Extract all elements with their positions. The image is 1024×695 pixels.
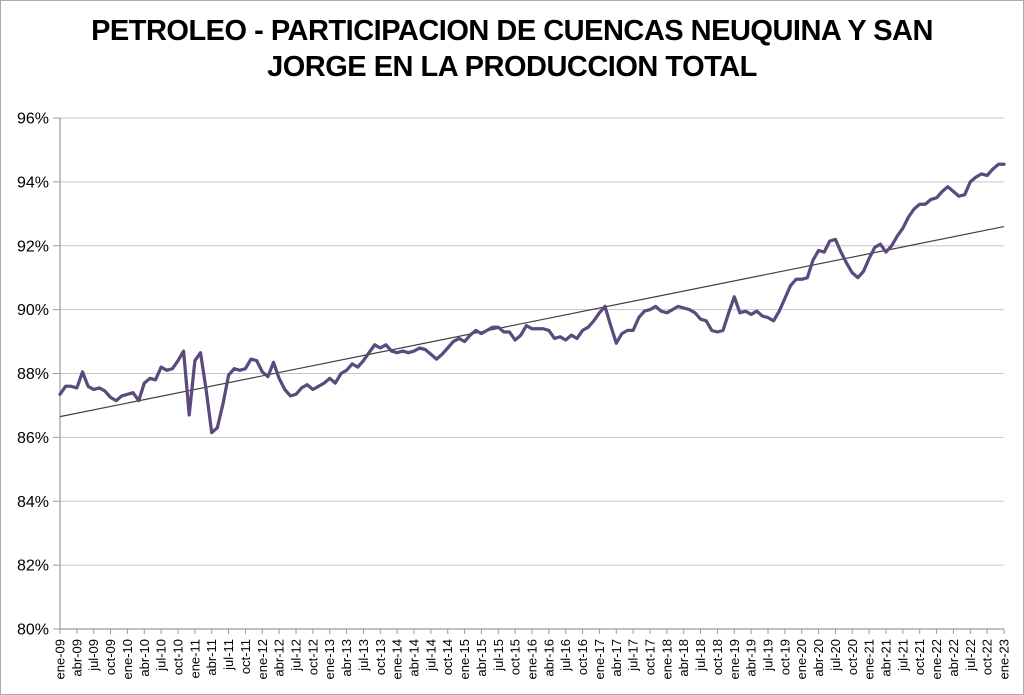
x-axis-tick-label: ene-18	[659, 639, 674, 679]
x-axis-tick-label: jul-22	[963, 639, 978, 672]
x-axis-tick-label: oct-09	[103, 639, 118, 675]
y-axis-tick-label: 84%	[17, 494, 49, 511]
x-axis-tick-label: abr-17	[609, 639, 624, 677]
x-axis-tick-label: abr-18	[676, 639, 691, 677]
x-axis-tick-label: ene-13	[322, 639, 337, 679]
x-axis-tick-label: oct-14	[440, 639, 455, 675]
x-axis-tick-label: oct-17	[643, 639, 658, 675]
x-axis-tick-label: oct-10	[171, 639, 186, 675]
chart-title-line1: PETROLEO - PARTICIPACION DE CUENCAS NEUQ…	[91, 15, 933, 47]
x-axis-tick-label: abr-13	[339, 639, 354, 677]
y-axis-tick-label: 92%	[17, 238, 49, 255]
x-axis-tick-label: abr-14	[407, 639, 422, 677]
chart-title-line2: JORGE EN LA PRODUCCION TOTAL	[267, 51, 757, 83]
x-axis-tick-label: jul-18	[693, 639, 708, 672]
x-axis-tick-label: jul-12	[289, 639, 304, 672]
x-axis-tick-label: oct-22	[980, 639, 995, 675]
x-axis-tick-label: abr-19	[744, 639, 759, 677]
x-axis-tick-label: abr-12	[272, 639, 287, 677]
x-axis-tick-label: abr-21	[879, 639, 894, 677]
x-axis-tick-label: abr-22	[946, 639, 961, 677]
y-axis-tick-label: 82%	[17, 558, 49, 575]
x-axis-tick-label: abr-11	[204, 639, 219, 676]
x-axis-tick-label: jul-14	[423, 639, 438, 672]
y-axis-tick-label: 96%	[17, 111, 49, 128]
x-axis-tick-label: ene-20	[794, 639, 809, 679]
x-axis-tick-label: ene-21	[862, 639, 877, 679]
x-axis-tick-label: oct-11	[238, 639, 253, 674]
y-axis-tick-label: 86%	[17, 430, 49, 447]
x-axis-tick-label: ene-22	[929, 639, 944, 679]
x-axis-tick-label: ene-11	[187, 639, 202, 679]
x-axis-tick-label: jul-10	[154, 639, 169, 672]
x-axis-tick-label: oct-19	[777, 639, 792, 675]
x-axis-tick-label: ene-14	[390, 639, 405, 679]
x-axis-tick-label: abr-20	[811, 639, 826, 677]
x-axis-tick-label: ene-19	[727, 639, 742, 679]
x-axis-tick-label: ene-12	[255, 639, 270, 679]
y-axis-tick-label: 88%	[17, 366, 49, 383]
chart-title: PETROLEO - PARTICIPACION DE CUENCAS NEUQ…	[1, 13, 1023, 85]
trend-line	[59, 225, 1005, 418]
x-axis-tick-label: jul-20	[828, 639, 843, 672]
x-axis-tick-label: abr-10	[137, 639, 152, 677]
x-axis-tick-label: abr-15	[474, 639, 489, 677]
y-axis-tick-label: 90%	[17, 302, 49, 319]
x-axis-tick-label: oct-12	[305, 639, 320, 675]
x-axis-tick-label: oct-16	[575, 639, 590, 675]
x-axis-tick-label: jul-17	[626, 639, 641, 672]
y-axis-tick-label: 80%	[17, 622, 49, 639]
x-axis-tick-label: jul-16	[558, 639, 573, 672]
x-axis-tick-label: jul-21	[895, 639, 910, 672]
y-axis-tick-label: 94%	[17, 174, 49, 191]
x-axis-tick-label: ene-16	[525, 639, 540, 679]
x-axis-tick-label: ene-23	[997, 639, 1012, 679]
x-axis-tick-label: ene-10	[120, 639, 135, 679]
x-axis-tick-label: jul-11	[221, 639, 236, 671]
x-axis-tick-label: jul-15	[491, 639, 506, 672]
x-axis-tick-label: jul-13	[356, 639, 371, 672]
x-axis-tick-label: ene-17	[592, 639, 607, 679]
x-axis-tick-label: jul-19	[761, 639, 776, 672]
x-axis-tick-label: jul-09	[86, 639, 101, 672]
x-axis-tick-label: abr-09	[69, 639, 84, 677]
x-axis-tick-label: oct-13	[373, 639, 388, 675]
x-axis-tick-label: oct-18	[710, 639, 725, 675]
x-axis-tick-label: ene-15	[457, 639, 472, 679]
x-axis-tick-label: oct-15	[508, 639, 523, 675]
x-axis-tick-label: oct-21	[912, 639, 927, 675]
x-axis-tick-label: oct-20	[845, 639, 860, 675]
x-axis-tick-label: abr-16	[541, 639, 556, 677]
x-axis-tick-label: ene-09	[53, 639, 68, 679]
data-series-line	[58, 162, 1006, 435]
